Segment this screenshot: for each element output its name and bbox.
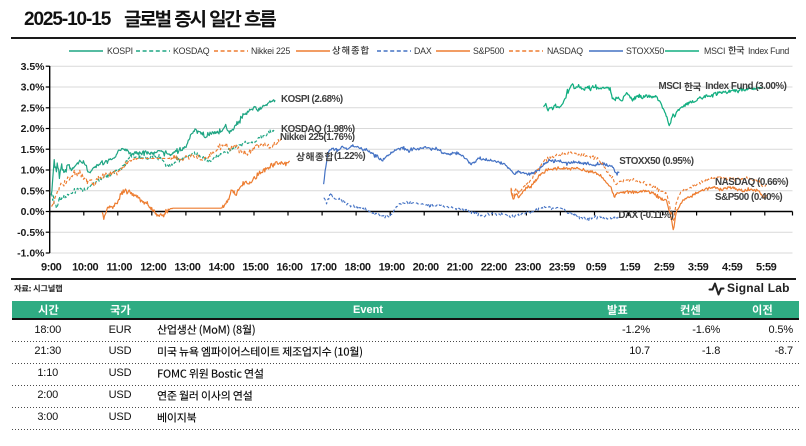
svg-text:KOSPI: KOSPI [107, 46, 133, 56]
svg-text:0.5%: 0.5% [21, 185, 46, 197]
svg-text:KOSDAQ: KOSDAQ [173, 46, 210, 56]
svg-text:12:00: 12:00 [140, 262, 166, 274]
svg-text:2.0%: 2.0% [21, 123, 46, 135]
svg-text:3.5%: 3.5% [21, 61, 46, 73]
svg-text:0.0%: 0.0% [21, 206, 46, 218]
svg-text:MSCI: MSCI [704, 46, 725, 56]
svg-text:2.5%: 2.5% [21, 103, 46, 115]
svg-text:STOXX50: STOXX50 [626, 46, 664, 56]
svg-text:10:00: 10:00 [72, 262, 98, 274]
svg-text:23:59: 23:59 [549, 262, 575, 274]
svg-text:16:00: 16:00 [276, 262, 302, 274]
svg-text:11:00: 11:00 [107, 262, 133, 274]
svg-text:23:00: 23:00 [515, 262, 541, 274]
svg-text:-0.5%: -0.5% [17, 227, 45, 239]
svg-text:DAX: DAX [414, 46, 432, 56]
svg-text:NASDAQ: NASDAQ [547, 46, 583, 56]
svg-text:4:59: 4:59 [722, 262, 743, 274]
svg-text:19:00: 19:00 [379, 262, 405, 274]
svg-text:21:00: 21:00 [447, 262, 473, 274]
svg-text:20:00: 20:00 [413, 262, 439, 274]
svg-text:Index Fund: Index Fund [748, 46, 789, 56]
svg-text:Nikkei 225: Nikkei 225 [251, 46, 290, 56]
svg-text:3:59: 3:59 [688, 262, 709, 274]
svg-text:22:00: 22:00 [481, 262, 507, 274]
svg-text:15:00: 15:00 [242, 262, 268, 274]
svg-text:3.0%: 3.0% [21, 82, 46, 94]
svg-text:1.0%: 1.0% [21, 165, 46, 177]
svg-text:S&P500: S&P500 [473, 46, 504, 56]
svg-text:18:00: 18:00 [345, 262, 371, 274]
svg-text:1:59: 1:59 [620, 262, 641, 274]
svg-text:17:00: 17:00 [311, 262, 337, 274]
svg-text:13:00: 13:00 [174, 262, 200, 274]
svg-text:2:59: 2:59 [654, 262, 675, 274]
svg-text:5:59: 5:59 [756, 262, 777, 274]
svg-text:-1.0%: -1.0% [17, 248, 45, 260]
svg-text:14:00: 14:00 [208, 262, 234, 274]
svg-text:9:00: 9:00 [41, 262, 62, 274]
svg-text:0:59: 0:59 [586, 262, 607, 274]
svg-text:1.5%: 1.5% [21, 144, 46, 156]
